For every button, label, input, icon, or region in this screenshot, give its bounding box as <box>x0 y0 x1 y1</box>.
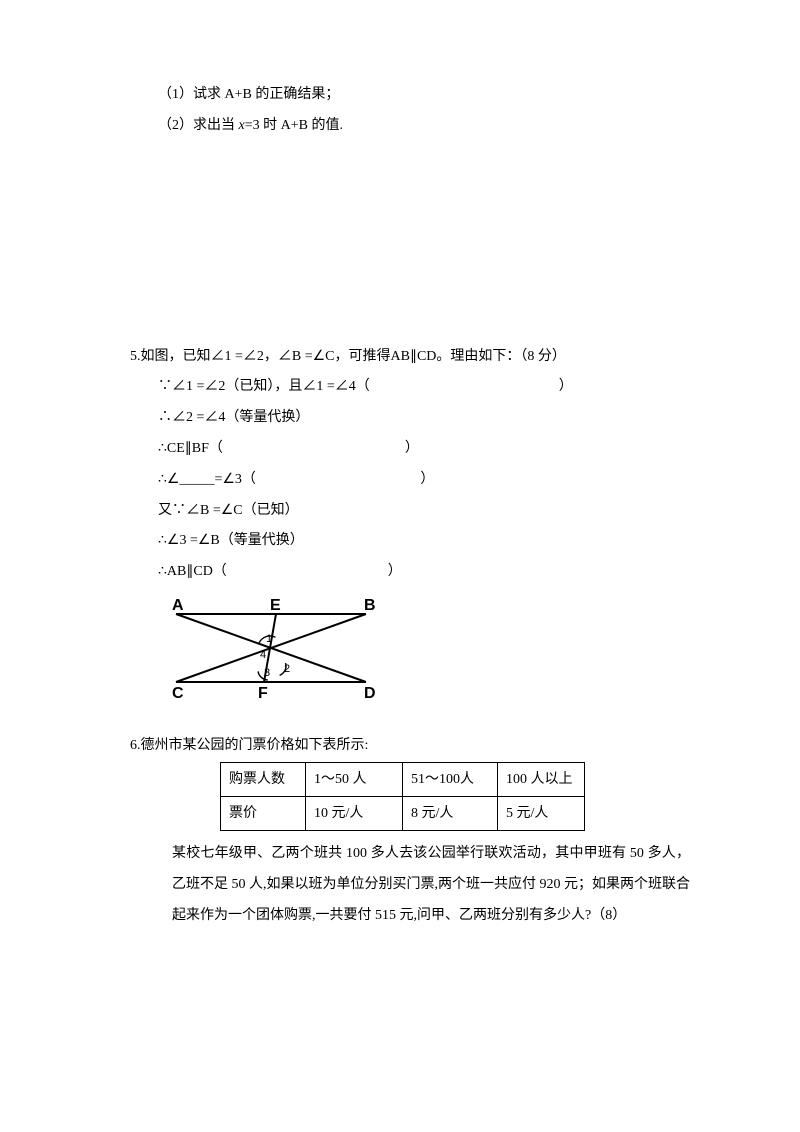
q4-sub2: （2）求出当 x=3 时 A+B 的值. <box>130 111 690 142</box>
svg-text:4: 4 <box>260 649 266 661</box>
q5-line3: ∴CE∥BF（ ） <box>130 434 690 465</box>
q5-line1: ∵∠1 =∠2（已知），且∠1 =∠4（ ） <box>130 372 690 403</box>
svg-text:F: F <box>258 685 268 702</box>
q6-body: 某校七年级甲、乙两个班共 100 多人去该公园举行联欢活动，其中甲班有 50 多… <box>130 839 690 931</box>
svg-text:A: A <box>172 597 184 614</box>
svg-text:3: 3 <box>264 667 270 679</box>
q5-stem: 5.如图，已知∠1 =∠2，∠B =∠C，可推得AB∥CD。理由如下：（8 分） <box>130 342 690 373</box>
svg-text:C: C <box>172 685 184 702</box>
blank-work-area <box>130 142 690 342</box>
svg-text:1: 1 <box>266 633 272 645</box>
table-row: 票价 10 元/人 8 元/人 5 元/人 <box>221 796 585 830</box>
q4-sub2-b: =3 时 A+B 的值. <box>245 118 343 133</box>
q6-r2c3: 8 元/人 <box>403 796 498 830</box>
q6-r2c4: 5 元/人 <box>498 796 585 830</box>
table-row: 购票人数 1～50 人 51～100人 100 人以上 <box>221 762 585 796</box>
q6-table: 购票人数 1～50 人 51～100人 100 人以上 票价 10 元/人 8 … <box>220 762 585 831</box>
q5-line5: 又∵∠B =∠C（已知） <box>130 496 690 527</box>
q5-line2: ∴∠2 =∠4（等量代换） <box>130 403 690 434</box>
q6-r2c1: 票价 <box>221 796 306 830</box>
q6-r1c4: 100 人以上 <box>498 762 585 796</box>
q5-diagram: ABCDEF1423 <box>158 594 690 717</box>
svg-text:E: E <box>270 597 281 614</box>
q5-line6: ∴∠3 =∠B（等量代换） <box>130 526 690 557</box>
q6-stem: 6.德州市某公园的门票价格如下表所示: <box>130 731 690 762</box>
q6-r1c1: 购票人数 <box>221 762 306 796</box>
q6-r2c2: 10 元/人 <box>306 796 403 830</box>
q5-line7: ∴AB∥CD（ ） <box>130 557 690 588</box>
q6-r1c2: 1～50 人 <box>306 762 403 796</box>
q4-sub1: （1）试求 A+B 的正确结果； <box>130 80 690 111</box>
q6-r1c3: 51～100人 <box>403 762 498 796</box>
q5-line4: ∴∠_____=∠3（ ） <box>130 465 690 496</box>
q4-sub2-a: （2）求出当 <box>158 118 239 133</box>
svg-text:D: D <box>364 685 376 702</box>
svg-text:B: B <box>364 597 376 614</box>
